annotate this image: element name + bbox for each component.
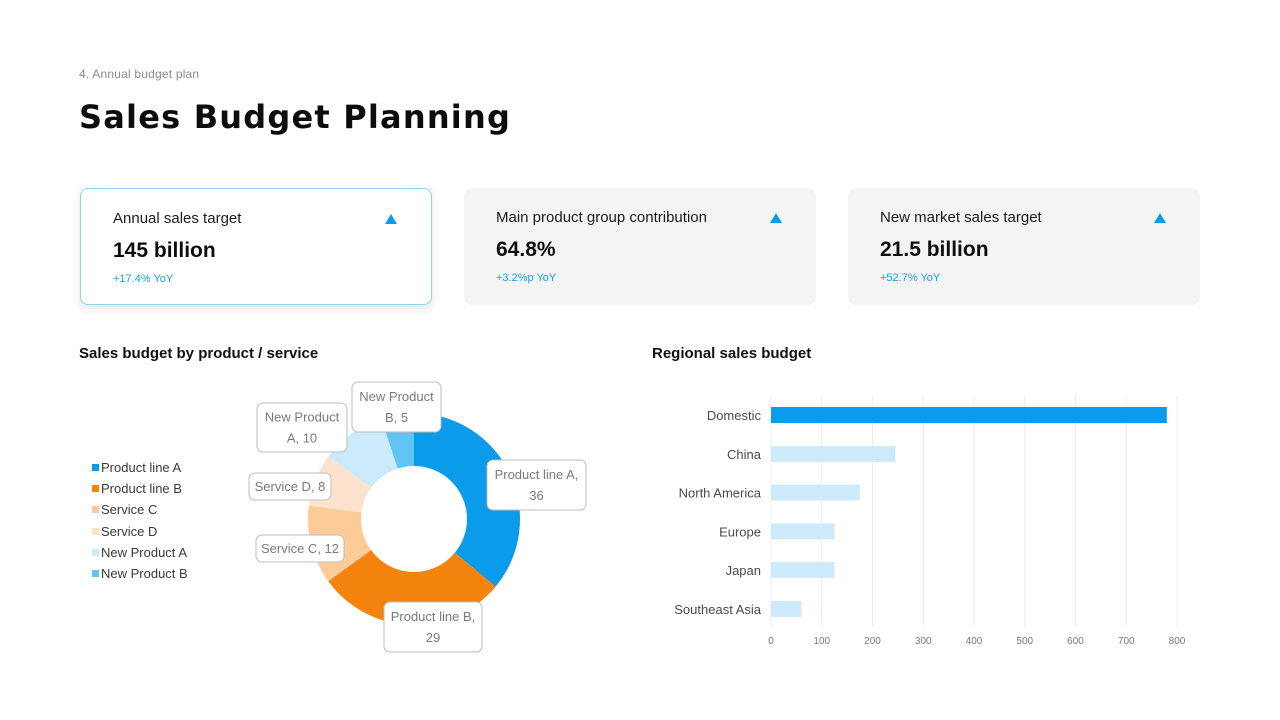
data-label-text: Product line A, (495, 467, 579, 482)
x-tick-label: 500 (1016, 636, 1033, 647)
donut-chart-title: Sales budget by product / service (79, 345, 319, 362)
donut-slice-1 (414, 413, 520, 587)
donut-data-label: Product line B, 29 (383, 601, 483, 653)
x-tick-label: 700 (1118, 636, 1135, 647)
triangle-up-icon (1154, 213, 1166, 223)
data-label-text: Product line B, (391, 609, 476, 624)
kpi-label: Main product group contribution (496, 209, 707, 226)
legend-label: Product line B (101, 481, 182, 497)
y-category-label: Southeast Asia (674, 602, 761, 617)
kpi-label: New market sales target (880, 209, 1042, 226)
legend-label: Service C (101, 502, 158, 518)
legend-item-service-d: Service D (92, 521, 188, 542)
bar-domestic (771, 407, 1167, 423)
bar-japan (771, 562, 835, 578)
bar-europe (771, 523, 835, 540)
data-label-text: 36 (529, 488, 543, 503)
x-tick-label: 0 (768, 636, 774, 647)
legend-label: Service D (101, 523, 158, 539)
legend-label: Product line A (101, 460, 182, 476)
data-label-box (351, 381, 442, 433)
y-category-label: North America (679, 486, 762, 501)
x-tick-label: 100 (813, 636, 830, 647)
legend-label: New Product A (101, 544, 187, 560)
legend-item-new-product-a: New Product A (92, 542, 188, 563)
kpi-card-annual-sales[interactable]: Annual sales target 145 billion +17.4% Y… (80, 188, 432, 305)
bar-china (771, 446, 896, 462)
data-label-text: B, 5 (385, 410, 408, 425)
bar-chart-title: Regional sales budget (652, 345, 812, 362)
kpi-card-new-market-sales[interactable]: New market sales target 21.5 billion +52… (848, 188, 1200, 305)
legend-swatch (92, 570, 99, 578)
y-category-label: Domestic (707, 408, 762, 423)
legend-swatch (92, 506, 99, 514)
donut-chart: Product line A, 36 Product line B, 29 Servic… (248, 381, 587, 653)
legend-swatch (92, 464, 99, 472)
y-category-label: Europe (719, 525, 761, 540)
donut-data-label: New Product B, 5 (351, 381, 442, 433)
kpi-change: +17.4% YoY (113, 273, 174, 285)
legend-item-product-line-a: Product line A (92, 457, 188, 478)
donut-slice-5 (328, 418, 398, 488)
donut-data-label: Product line A, 36 (486, 459, 587, 511)
donut-data-label: Service D, 8 (248, 472, 332, 501)
y-category-label: Japan (726, 563, 761, 578)
data-label-text: Service C, 12 (261, 541, 339, 556)
y-category-label: China (727, 447, 762, 462)
data-label-box (383, 601, 483, 653)
donut-legend: Product line A Product line B Service C … (92, 457, 188, 584)
legend-swatch (92, 527, 99, 535)
kpi-label: Annual sales target (113, 210, 242, 227)
legend-item-new-product-b: New Product B (92, 563, 188, 584)
bar-southeast-asia (771, 601, 802, 617)
triangle-up-icon (770, 213, 782, 223)
kpi-change: +52.7% YoY (880, 272, 941, 284)
data-label-box (486, 459, 587, 511)
legend-item-product-line-b: Product line B (92, 478, 188, 499)
x-tick-label: 200 (864, 636, 881, 647)
x-tick-label: 800 (1169, 636, 1186, 647)
legend-label: New Product B (101, 566, 188, 582)
data-label-box (256, 402, 348, 453)
legend-item-service-c: Service C (92, 499, 188, 520)
kpi-value: 145 billion (113, 239, 216, 262)
eyebrow-label: 4. Annual budget plan (79, 67, 200, 81)
data-label-text: Service D, 8 (255, 479, 326, 494)
legend-swatch (92, 548, 99, 556)
data-label-box (255, 534, 345, 563)
page-title: Sales Budget Planning (79, 98, 512, 136)
data-label-text: A, 10 (287, 431, 317, 446)
legend-swatch (92, 485, 99, 493)
data-label-text: New Product (265, 410, 340, 425)
bar-north-america (771, 484, 860, 501)
kpi-change: +3.2%p YoY (496, 272, 557, 284)
triangle-up-icon (385, 214, 397, 224)
donut-data-label: Service C, 12 (255, 534, 345, 563)
donut-data-label: New Product A, 10 (256, 402, 348, 453)
x-tick-label: 600 (1067, 636, 1084, 647)
x-tick-label: 300 (915, 636, 932, 647)
x-tick-label: 400 (966, 636, 983, 647)
data-label-text: 29 (426, 630, 440, 645)
kpi-card-main-product-contribution[interactable]: Main product group contribution 64.8% +3… (464, 188, 816, 305)
data-label-box (248, 472, 332, 501)
kpi-value: 21.5 billion (880, 238, 989, 261)
data-label-text: New Product (359, 389, 434, 404)
kpi-value: 64.8% (496, 238, 556, 261)
